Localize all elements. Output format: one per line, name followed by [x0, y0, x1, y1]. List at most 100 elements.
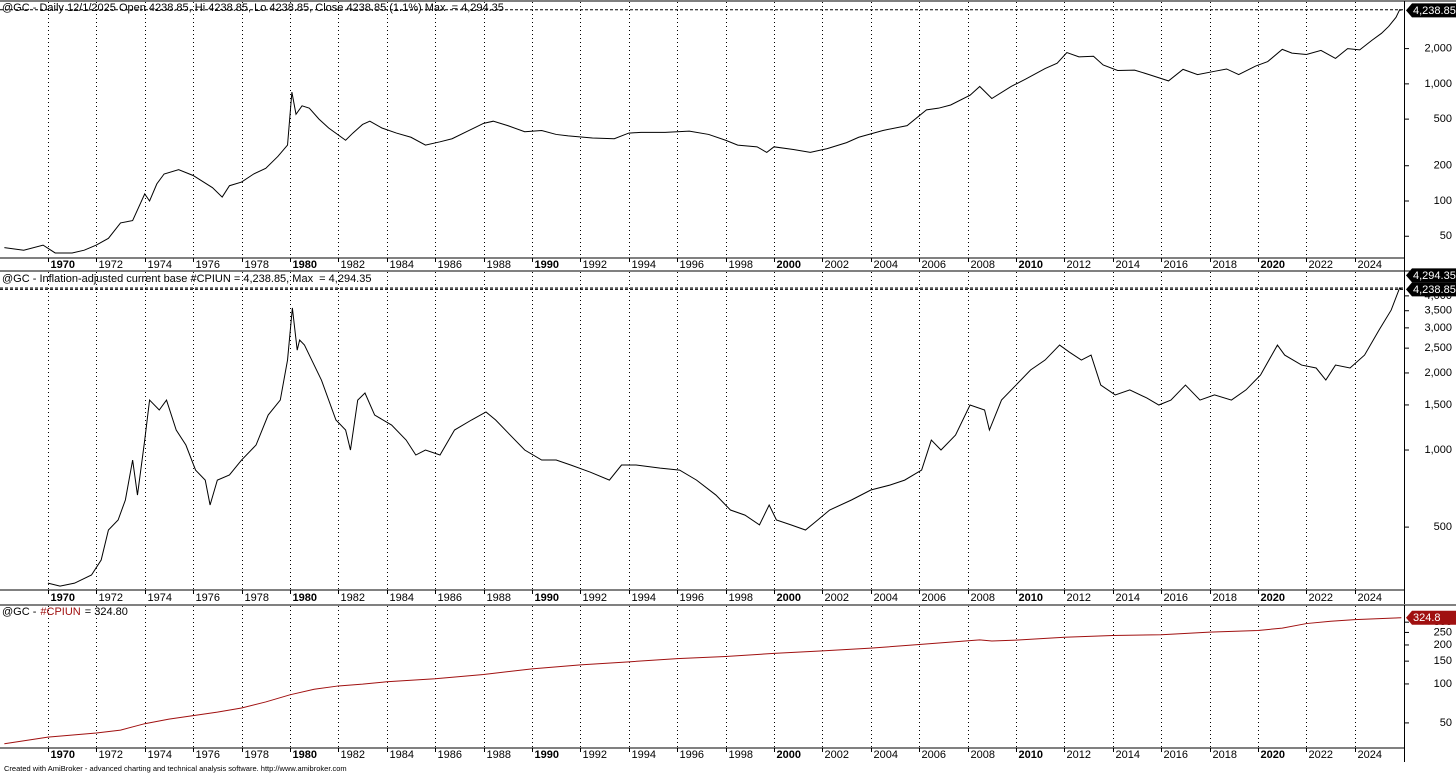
x-tick-label: 1984	[390, 259, 414, 271]
x-tick-label: 1986	[438, 259, 462, 271]
price-line	[4, 617, 1402, 745]
x-tick-label: 2012	[1067, 749, 1091, 761]
x-tick-label: 1996	[680, 259, 704, 271]
x-tick-label: 2020	[1261, 259, 1285, 271]
x-tick-label: 2010	[1019, 259, 1043, 271]
x-tick-label: 1988	[487, 749, 511, 761]
y-tick-label: 1,000	[1424, 78, 1452, 90]
x-tick-label: 2018	[1213, 592, 1237, 604]
x-tick-label: 2022	[1309, 259, 1333, 271]
x-tick-label: 1998	[729, 749, 753, 761]
x-tick-label: 1972	[99, 592, 123, 604]
x-tick-label: 1998	[729, 592, 753, 604]
x-tick-label: 1970	[51, 259, 75, 271]
x-tick-label: 2002	[825, 749, 849, 761]
x-tick-label: 2016	[1164, 592, 1188, 604]
x-tick-label: 1982	[341, 749, 365, 761]
x-tick-label: 2016	[1164, 749, 1188, 761]
x-tick-label: 1976	[196, 749, 220, 761]
x-tick-label: 1994	[632, 259, 656, 271]
title-prefix: @GC -	[2, 606, 37, 618]
x-tick-label: 1984	[390, 592, 414, 604]
y-tick-label: 3,000	[1424, 322, 1452, 334]
x-tick-label: 1988	[487, 259, 511, 271]
x-tick-label: 2016	[1164, 259, 1188, 271]
x-tick-label: 1976	[196, 592, 220, 604]
y-tick-label: 200	[1434, 639, 1452, 651]
title-series: #CPIUN	[40, 606, 80, 618]
x-tick-label: 1992	[583, 749, 607, 761]
x-tick-label: 1988	[487, 592, 511, 604]
x-tick-label: 2024	[1358, 749, 1382, 761]
y-tick-label: 1,000	[1424, 444, 1452, 456]
y-tick-label: 2,000	[1424, 367, 1452, 379]
x-tick-label: 1982	[341, 259, 365, 271]
y-tick-label: 100	[1434, 678, 1452, 690]
x-tick-label: 2004	[874, 259, 898, 271]
x-tick-label: 1978	[245, 749, 269, 761]
y-tick-label: 150	[1434, 655, 1452, 667]
x-tick-label: 2000	[777, 749, 801, 761]
x-tick-label: 1972	[99, 749, 123, 761]
x-tick-label: 1974	[148, 259, 172, 271]
y-tick-label: 500	[1434, 521, 1452, 533]
price-line	[47, 287, 1402, 587]
x-tick-label: 2018	[1213, 749, 1237, 761]
x-tick-label: 2010	[1019, 749, 1043, 761]
x-tick-label: 1996	[680, 749, 704, 761]
x-tick-label: 1984	[390, 749, 414, 761]
x-tick-label: 2010	[1019, 592, 1043, 604]
x-tick-label: 2012	[1067, 259, 1091, 271]
last-value-label: 4,238.85	[1413, 5, 1456, 17]
x-tick-label: 1980	[293, 259, 317, 271]
x-tick-label: 1992	[583, 592, 607, 604]
x-tick-label: 2022	[1309, 592, 1333, 604]
x-tick-label: 1976	[196, 259, 220, 271]
pane-title: @GC - Inflation-adjusted current base #C…	[2, 273, 371, 285]
x-tick-label: 1980	[293, 592, 317, 604]
y-tick-label: 3,500	[1424, 305, 1452, 317]
x-tick-label: 1998	[729, 259, 753, 271]
x-tick-label: 2014	[1116, 592, 1140, 604]
x-tick-label: 2006	[922, 749, 946, 761]
x-tick-label: 2024	[1358, 259, 1382, 271]
x-tick-label: 1986	[438, 592, 462, 604]
x-tick-label: 2022	[1309, 749, 1333, 761]
x-tick-label: 2000	[777, 259, 801, 271]
y-tick-label: 1,500	[1424, 399, 1452, 411]
last-value-label: 324.8	[1413, 612, 1441, 624]
x-tick-label: 2002	[825, 259, 849, 271]
x-tick-label: 2008	[971, 749, 995, 761]
x-tick-label: 1982	[341, 592, 365, 604]
footer: Created with AmiBroker - advanced charti…	[4, 764, 347, 773]
title-suffix: = 324.80	[85, 606, 128, 618]
x-tick-label: 2012	[1067, 592, 1091, 604]
x-tick-label: 2008	[971, 592, 995, 604]
x-tick-label: 1972	[99, 259, 123, 271]
last-value-box	[1406, 282, 1456, 297]
price-line	[4, 9, 1402, 254]
x-tick-label: 1990	[535, 749, 559, 761]
x-tick-label: 1974	[148, 749, 172, 761]
x-tick-label: 1992	[583, 259, 607, 271]
last-value-box	[1406, 3, 1456, 18]
x-tick-label: 2004	[874, 592, 898, 604]
y-tick-label: 250	[1434, 626, 1452, 638]
y-tick-label: 200	[1434, 160, 1452, 172]
x-tick-label: 1970	[51, 592, 75, 604]
x-tick-label: 2018	[1213, 259, 1237, 271]
x-tick-label: 1978	[245, 592, 269, 604]
x-tick-label: 1990	[535, 259, 559, 271]
x-tick-label: 1974	[148, 592, 172, 604]
x-tick-label: 1990	[535, 592, 559, 604]
pane-title: @GC - Daily 12/1/2025 Open 4238.85, Hi 4…	[2, 2, 504, 14]
x-tick-label: 1978	[245, 259, 269, 271]
x-tick-label: 1980	[293, 749, 317, 761]
x-tick-label: 2006	[922, 592, 946, 604]
x-tick-label: 2004	[874, 749, 898, 761]
x-tick-label: 2020	[1261, 592, 1285, 604]
x-tick-label: 1986	[438, 749, 462, 761]
last-value-box	[1406, 610, 1456, 625]
